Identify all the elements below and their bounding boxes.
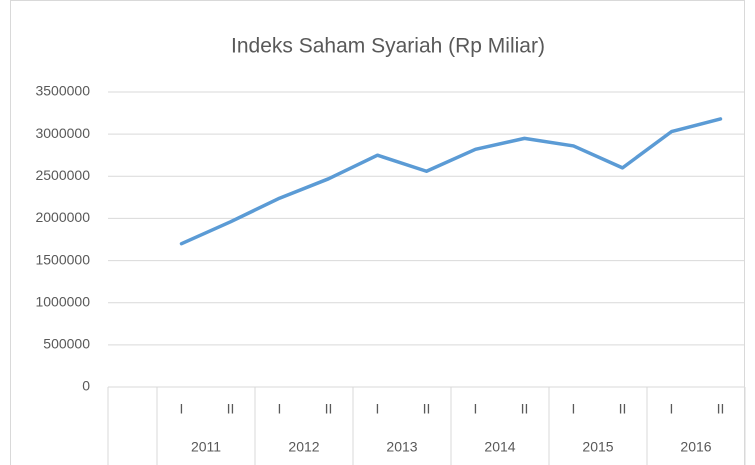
x-tick-label: II — [325, 401, 333, 417]
x-tick-label: II — [227, 401, 235, 417]
y-tick-label: 1500000 — [35, 251, 90, 267]
group-label: 2015 — [582, 439, 613, 455]
x-tick-label: II — [717, 401, 725, 417]
y-tick-label: 3500000 — [35, 83, 90, 99]
x-tick-label: I — [474, 401, 478, 417]
group-label: 2016 — [680, 439, 711, 455]
group-label: 2014 — [484, 439, 515, 455]
y-tick-label: 2500000 — [35, 167, 90, 183]
group-label: 2011 — [191, 439, 221, 455]
x-tick-label: I — [572, 401, 576, 417]
y-tick-label: 0 — [82, 378, 90, 394]
series-line — [179, 117, 723, 246]
y-tick-label: 500000 — [43, 336, 90, 352]
chart-border — [10, 0, 745, 465]
y-tick-label: 1000000 — [35, 293, 90, 309]
x-tick-label: I — [278, 401, 282, 417]
x-tick-label: II — [423, 401, 431, 417]
x-tick-label: II — [521, 401, 529, 417]
group-label: 2013 — [386, 439, 417, 455]
x-tick-label: I — [670, 401, 674, 417]
group-label: 2012 — [288, 439, 319, 455]
x-tick-label: II — [619, 401, 627, 417]
y-tick-label: 2000000 — [35, 209, 90, 225]
chart-title: Indeks Saham Syariah (Rp Miliar) — [231, 35, 545, 58]
y-tick-label: 3000000 — [35, 125, 90, 141]
x-tick-label: I — [376, 401, 380, 417]
x-tick-label: I — [180, 401, 184, 417]
